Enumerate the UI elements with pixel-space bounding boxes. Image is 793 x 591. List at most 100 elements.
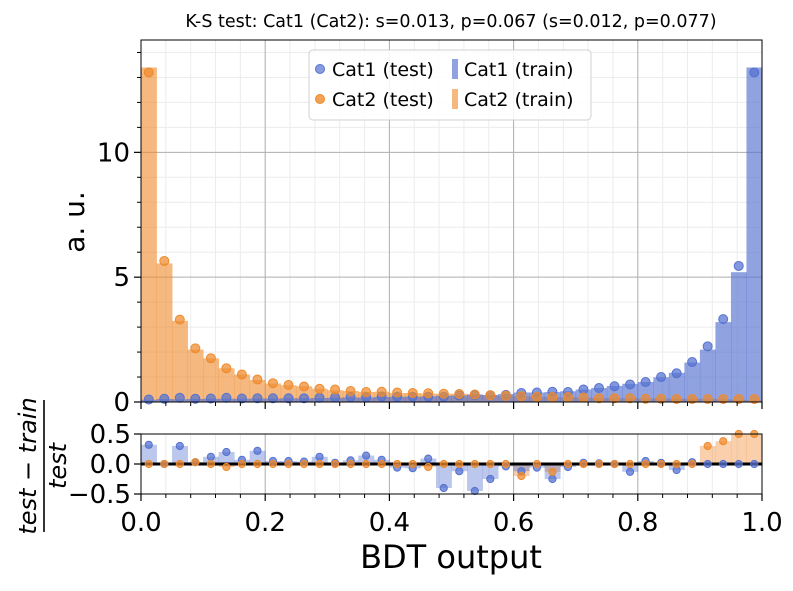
legend-label-cat2-train: Cat2 (train)	[464, 89, 574, 111]
ratio-bar	[482, 464, 499, 479]
y-tick-label: 0	[113, 388, 130, 418]
histogram-bar	[156, 263, 173, 402]
ratio-point	[439, 483, 448, 493]
ratio-point	[253, 459, 262, 469]
test-point	[469, 389, 480, 400]
test-point	[252, 374, 263, 385]
chart-legend: Cat1 (test) Cat1 (train) Cat2 (test) Cat…	[308, 49, 592, 121]
ratio-point	[672, 459, 681, 469]
legend-swatch-cat2-train	[452, 89, 458, 109]
y-tick-label: 10	[97, 138, 130, 168]
test-point	[267, 393, 278, 404]
y-tick-label: 5	[113, 263, 130, 293]
test-point	[749, 67, 760, 78]
ratio-point	[315, 459, 324, 469]
x-tick-label: 0.6	[493, 508, 534, 538]
histogram-bar	[668, 372, 685, 402]
ratio-point	[424, 454, 433, 463]
test-point	[500, 390, 511, 401]
y-tick-label: 0.0	[90, 450, 131, 480]
ratio-point	[424, 462, 433, 472]
test-point	[609, 393, 620, 404]
ratio-point	[563, 459, 573, 469]
ratio-point	[719, 459, 728, 469]
ratio-point	[206, 452, 215, 461]
test-point	[392, 387, 403, 398]
test-point	[174, 314, 185, 325]
test-point	[733, 260, 744, 271]
ratio-point	[548, 474, 557, 484]
test-point	[221, 392, 232, 403]
test-point	[547, 392, 558, 403]
ratio-point	[750, 459, 759, 469]
test-point	[143, 394, 154, 405]
ratio-point	[688, 459, 697, 469]
test-point	[562, 392, 573, 403]
legend-label-cat1-test: Cat1 (test)	[332, 59, 434, 81]
histogram-bar	[234, 374, 251, 402]
test-point	[314, 383, 325, 394]
ratio-point	[191, 458, 200, 467]
test-point	[687, 394, 698, 405]
histogram-bar	[187, 349, 204, 402]
test-point	[593, 393, 604, 404]
test-point	[190, 393, 201, 404]
ratio-point	[719, 437, 728, 446]
ratio-point	[222, 462, 231, 472]
ratio-bar	[715, 441, 732, 464]
histogram-bar	[203, 358, 220, 402]
test-point	[190, 343, 201, 354]
legend-swatch-cat1-train	[452, 59, 458, 79]
test-point	[640, 393, 651, 404]
ratio-point	[594, 459, 604, 469]
test-point	[578, 392, 589, 403]
test-point	[330, 384, 341, 395]
test-point	[687, 357, 698, 368]
test-point	[345, 386, 356, 397]
x-tick-label: 0.2	[245, 508, 286, 538]
test-point	[609, 381, 620, 392]
ratio-point	[486, 459, 495, 469]
ratio-point	[299, 459, 309, 469]
test-point	[159, 393, 170, 404]
histogram-bar	[218, 368, 235, 402]
ratio-y-axis: −0.50.00.5	[68, 420, 141, 510]
ratio-y-label-denominator: test	[44, 441, 72, 489]
ratio-bar	[141, 444, 157, 464]
test-point	[438, 388, 449, 399]
test-point	[702, 341, 713, 352]
test-point	[625, 379, 636, 390]
y-tick-label: 0.5	[90, 420, 131, 450]
ratio-point	[362, 451, 371, 460]
ratio-point	[175, 459, 184, 469]
legend-label-cat2-test: Cat2 (test)	[332, 89, 434, 111]
test-point	[625, 393, 636, 404]
chart-title: K-S test: Cat1 (Cat2): s=0.013, p=0.067 …	[185, 12, 716, 32]
ratio-point	[160, 459, 169, 469]
test-point	[640, 377, 651, 388]
ratio-point	[548, 467, 557, 476]
ratio-point	[579, 459, 588, 469]
ratio-point	[703, 459, 712, 469]
ratio-bar	[249, 450, 266, 464]
legend-marker-cat1-test	[315, 64, 325, 74]
histogram-bar	[684, 362, 701, 402]
ratio-point	[377, 459, 386, 469]
ratio-point	[734, 459, 743, 469]
main-x-ticks	[140, 402, 763, 409]
ratio-point	[470, 486, 479, 496]
ratio-point	[222, 447, 231, 457]
test-point	[314, 392, 325, 403]
test-point	[267, 378, 278, 389]
test-point	[671, 368, 682, 379]
ratio-point	[175, 441, 184, 451]
test-point	[531, 391, 542, 402]
ratio-point	[455, 459, 464, 469]
test-point	[159, 255, 170, 266]
test-point	[283, 380, 294, 391]
ratio-points	[144, 429, 759, 496]
legend-label-cat1-train: Cat1 (train)	[464, 59, 574, 81]
test-point	[174, 392, 185, 403]
ratio-point	[144, 459, 153, 469]
